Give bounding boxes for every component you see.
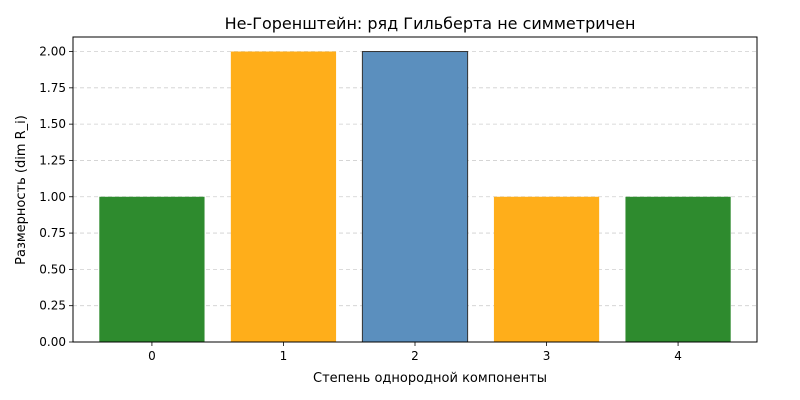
y-tick-label: 0.75	[39, 226, 66, 240]
y-tick-label: 0.00	[39, 335, 66, 349]
y-tick-label: 0.25	[39, 299, 66, 313]
bar-degree-2	[361, 51, 469, 343]
bar-layer	[99, 51, 731, 343]
y-tick-label: 0.50	[39, 262, 66, 276]
y-tick-label: 1.50	[39, 117, 66, 131]
chart-title: Не-Горенштейн: ряд Гильберта не симметри…	[225, 14, 636, 33]
y-tick-label: 1.75	[39, 81, 66, 95]
x-tick-label: 0	[148, 349, 156, 363]
bar-degree-0	[99, 196, 205, 342]
y-axis-label: Размерность (dim R_i)	[14, 115, 29, 265]
x-tick-label: 2	[411, 349, 419, 363]
bar-degree-1	[230, 51, 337, 343]
x-tick-label: 4	[674, 349, 682, 363]
bar-degree-3	[493, 196, 600, 342]
y-tick-label: 2.00	[39, 45, 66, 59]
x-tick-label: 3	[543, 349, 551, 363]
y-tick-label: 1.25	[39, 153, 66, 167]
x-tick-label: 1	[280, 349, 288, 363]
x-axis: 0 1 2 3 4	[148, 342, 682, 363]
bar-degree-4	[625, 196, 731, 342]
y-axis: 0.00 0.25 0.50 0.75 1.00 1.25 1.50 1.75 2.00	[39, 45, 73, 349]
y-tick-label: 1.00	[39, 190, 66, 204]
x-axis-label: Степень однородной компоненты	[313, 371, 547, 386]
